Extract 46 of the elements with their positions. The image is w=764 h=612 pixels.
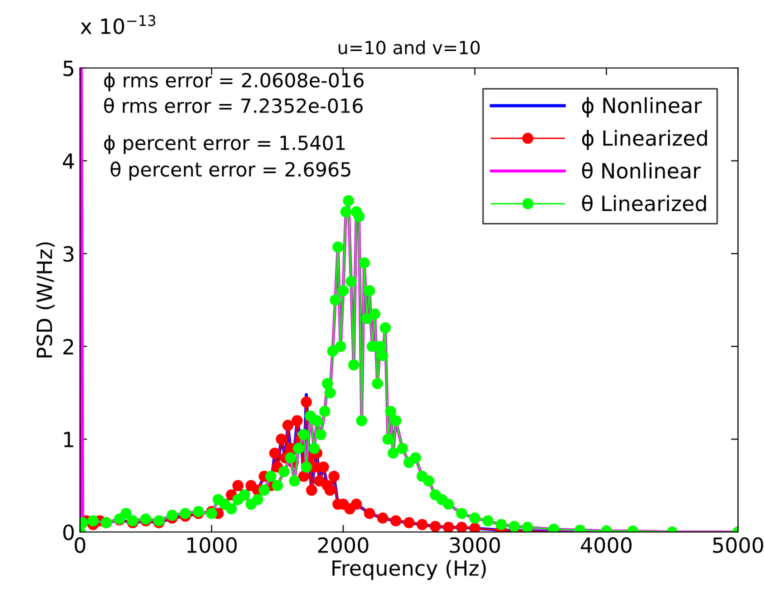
- annotation: θ percent error = 2.6965: [110, 162, 350, 180]
- point: [232, 480, 244, 492]
- annotation: ϕ rms error = 2.0608e-016: [104, 72, 364, 92]
- x-tick-label: 1000: [187, 537, 237, 553]
- point: [442, 522, 454, 532]
- x-tick-label: 3000: [450, 537, 500, 553]
- point: [456, 522, 468, 532]
- y-tick-label: 3: [63, 246, 74, 262]
- x-tick-label: 2000: [318, 537, 368, 553]
- point: [300, 396, 312, 408]
- point: [314, 475, 326, 487]
- point: [306, 484, 318, 496]
- point: [282, 420, 294, 431]
- y-axis-title: PSD (W/Hz): [36, 242, 55, 358]
- point: [469, 522, 480, 532]
- point: [269, 448, 280, 459]
- text: x 10$^{−13}$: [80, 15, 156, 34]
- point: [292, 415, 303, 426]
- annotation: ϕ percent error = 1.5401: [104, 135, 345, 154]
- point: [328, 470, 340, 482]
- y-tick-label: 0: [63, 524, 74, 540]
- chart-title: u=10 and v=10: [338, 40, 480, 54]
- legend-label: ϕ Nonlinear: [582, 97, 702, 118]
- point: [364, 508, 376, 519]
- point: [298, 470, 310, 482]
- point: [276, 434, 287, 445]
- y-tick-label: 5: [63, 60, 74, 76]
- point: [430, 520, 441, 532]
- legend-label: θ Linearized: [582, 194, 706, 212]
- point: [416, 519, 428, 530]
- point: [377, 512, 388, 524]
- y-tick-label: 1: [64, 432, 74, 448]
- y-tick-label: 4: [62, 154, 74, 169]
- x-tick-label: 5000: [713, 537, 764, 553]
- x-tick-label: 4000: [580, 537, 632, 553]
- y-tick-label: 2: [63, 338, 74, 354]
- point: [403, 517, 415, 528]
- point: [318, 461, 330, 473]
- legend-label: θ Nonlinear: [582, 162, 701, 179]
- x-axis-title: Frequency (Hz): [332, 560, 486, 580]
- point: [350, 498, 362, 510]
- legend-label: ϕ Linearized: [582, 130, 707, 150]
- point: [324, 484, 336, 496]
- point: [390, 515, 402, 526]
- x-tick-label: 0: [74, 537, 86, 553]
- annotation: θ rms error = 7.2352e-016: [104, 98, 363, 114]
